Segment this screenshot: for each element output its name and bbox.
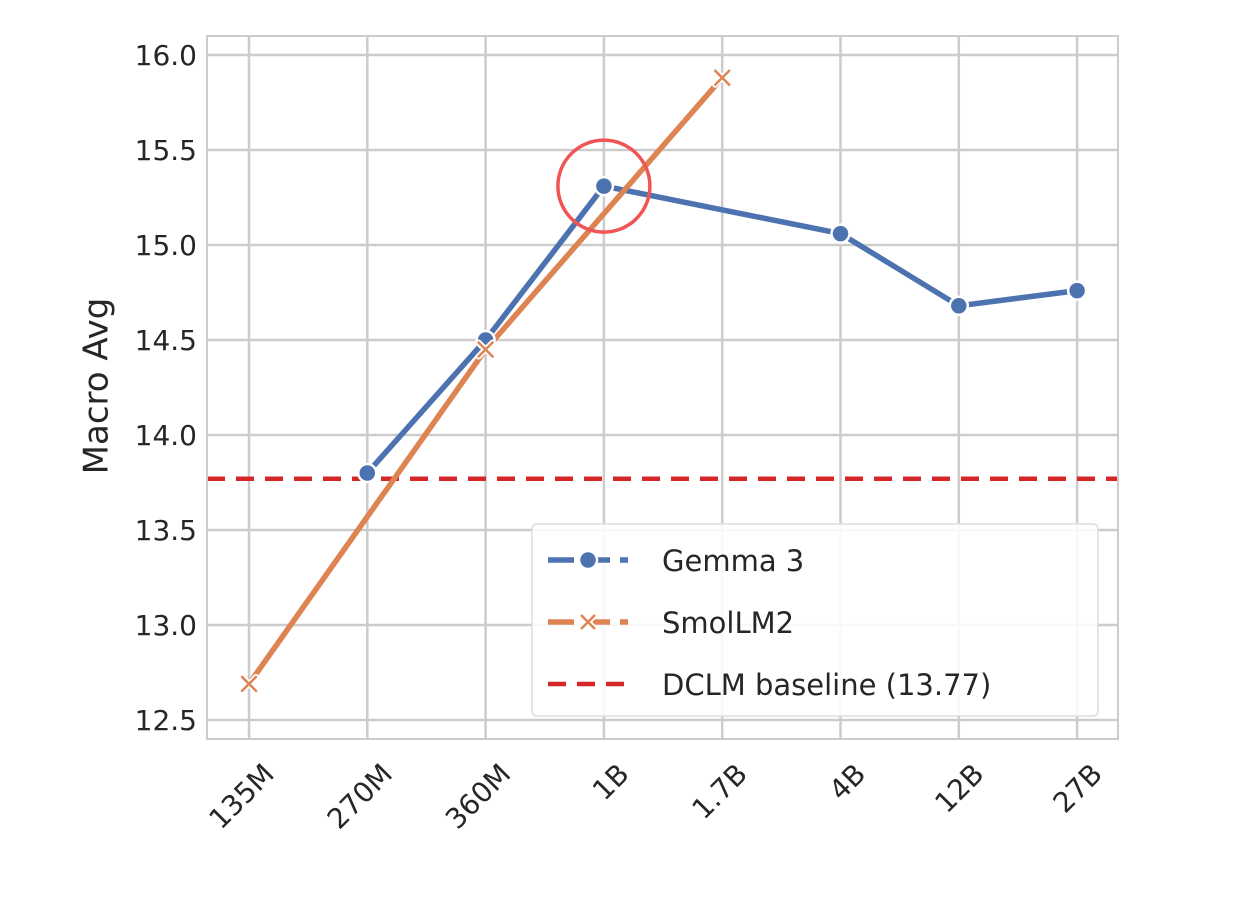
- data-point-smollm2-135M: [239, 673, 259, 694]
- annotations: [556, 138, 652, 234]
- x-tick-label: 1.7B: [685, 757, 753, 825]
- data-point-gemma-3-270M: [357, 462, 378, 484]
- x-tick-label: 27B: [1047, 757, 1109, 819]
- y-tick-label: 13.5: [135, 514, 197, 547]
- legend-box: [531, 523, 1099, 717]
- y-tick-label: 15.5: [135, 134, 197, 167]
- legend-label: Gemma 3: [662, 544, 804, 578]
- series-line-gemma-3: [364, 183, 1080, 476]
- legend-item-smollm2: SmolLM2: [548, 606, 794, 640]
- y-tick-label: 12.5: [135, 704, 197, 737]
- data-point-gemma-3-27B: [1066, 280, 1088, 301]
- x-tick-label: 12B: [928, 757, 990, 819]
- y-axis-label: Macro Avg: [77, 298, 117, 475]
- data-point-smollm2-1.7B: [712, 67, 733, 88]
- data-point-gemma-3-1B: [593, 175, 615, 197]
- legend-label: SmolLM2: [662, 606, 794, 640]
- x-tick-label: 135M: [202, 757, 280, 835]
- legend-label: DCLM baseline (13.77): [662, 668, 991, 702]
- x-tick-label: 270M: [321, 757, 399, 835]
- x-tick-label: 4B: [823, 757, 873, 807]
- y-tick-label: 13.0: [135, 609, 197, 642]
- data-point-gemma-3-12B: [948, 295, 970, 317]
- y-tick-label: 14.0: [135, 419, 197, 452]
- y-tick-labels: 12.5 13.0 13.5 14.0 14.5 15.0 15.5 16.0: [135, 39, 197, 737]
- highlight-circle: [556, 138, 652, 234]
- data-point-smollm2-360M: [475, 339, 496, 360]
- plot-frame: [206, 35, 1119, 740]
- legend: Gemma 3 SmolLM2 DCLM baseline (13.77): [531, 523, 1099, 717]
- x-tick-label: 360M: [439, 757, 517, 835]
- x-tick-labels: 135M 270M 360M 1B 1.7B 4B 12B 27B: [202, 757, 1108, 835]
- legend-item-gemma-3: Gemma 3: [548, 544, 804, 578]
- y-tick-label: 14.5: [135, 324, 197, 357]
- y-tick-label: 15.0: [135, 229, 197, 262]
- data-markers: [239, 67, 1088, 694]
- x-tick-label: 1B: [586, 757, 636, 807]
- y-tick-label: 16.0: [135, 39, 197, 72]
- legend-item-dclm-baseline-13-77-: DCLM baseline (13.77): [548, 668, 991, 702]
- data-point-gemma-3-4B: [830, 223, 851, 244]
